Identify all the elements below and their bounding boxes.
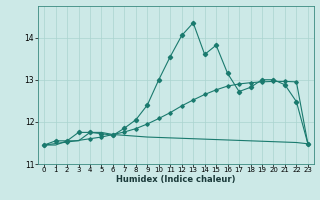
X-axis label: Humidex (Indice chaleur): Humidex (Indice chaleur) bbox=[116, 175, 236, 184]
